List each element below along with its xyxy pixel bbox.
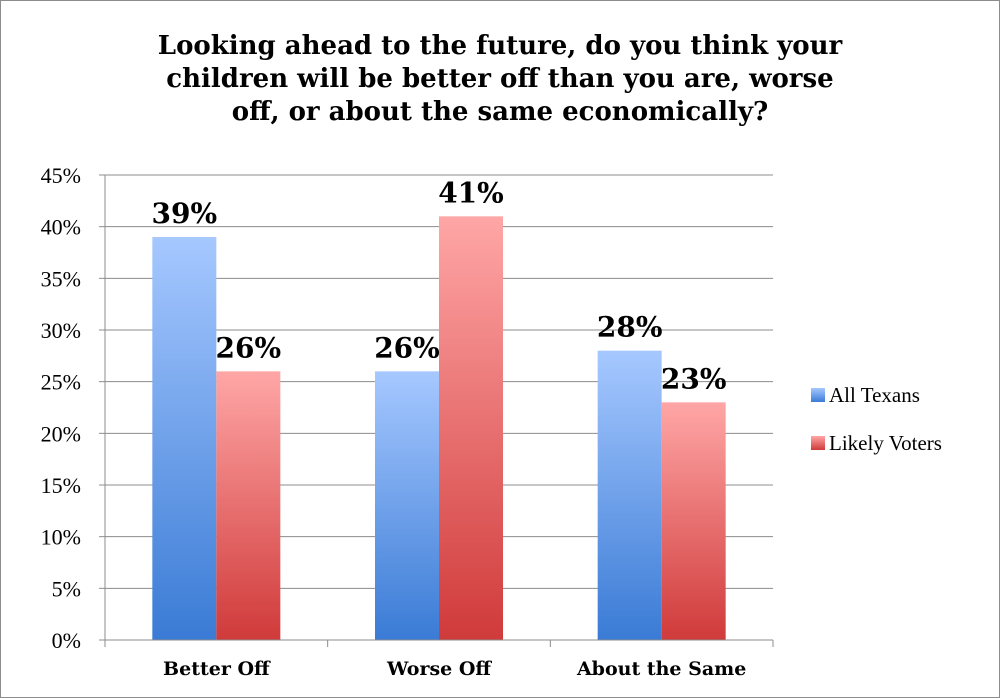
y-tick-label: 45% [41, 163, 81, 188]
data-label: 26% [216, 331, 282, 364]
y-tick-label: 25% [41, 370, 81, 395]
y-tick-label: 30% [41, 318, 81, 343]
data-label: 41% [438, 176, 504, 209]
data-label: 28% [597, 311, 663, 344]
legend-label: Likely Voters [829, 431, 942, 455]
bar [375, 371, 439, 640]
y-tick-label: 20% [41, 421, 81, 446]
data-labels: 39% 26% 26% 41% 28% 23% [152, 176, 727, 395]
bar [661, 402, 726, 640]
x-category-label: Better Off [163, 658, 271, 680]
y-tick-label: 5% [52, 576, 81, 601]
bar [597, 350, 662, 640]
axes: 0% 5% 10% 15% 20% 25% 30% 35% 40% 45% Better Off Wo… [41, 163, 774, 680]
data-label: 26% [374, 331, 440, 364]
y-tick-label: 35% [41, 266, 81, 291]
y-tick-label: 15% [41, 473, 81, 498]
legend-label: All Texans [829, 383, 920, 407]
legend-swatch [811, 436, 825, 450]
data-label: 39% [152, 197, 218, 230]
y-tick-label: 10% [41, 525, 81, 550]
x-category-label: Worse Off [386, 658, 492, 680]
legend-swatch [811, 388, 825, 402]
chart-title: Looking ahead to the future, do you thin… [157, 31, 843, 127]
bars [152, 216, 726, 641]
bar [439, 216, 503, 641]
x-category-label: About the Same [576, 658, 746, 680]
legend: All Texans Likely Voters [811, 383, 942, 455]
bar [216, 371, 281, 640]
bar [152, 237, 217, 640]
y-tick-label: 0% [52, 628, 81, 653]
y-tick-label: 40% [41, 215, 81, 240]
data-label: 23% [661, 362, 727, 395]
